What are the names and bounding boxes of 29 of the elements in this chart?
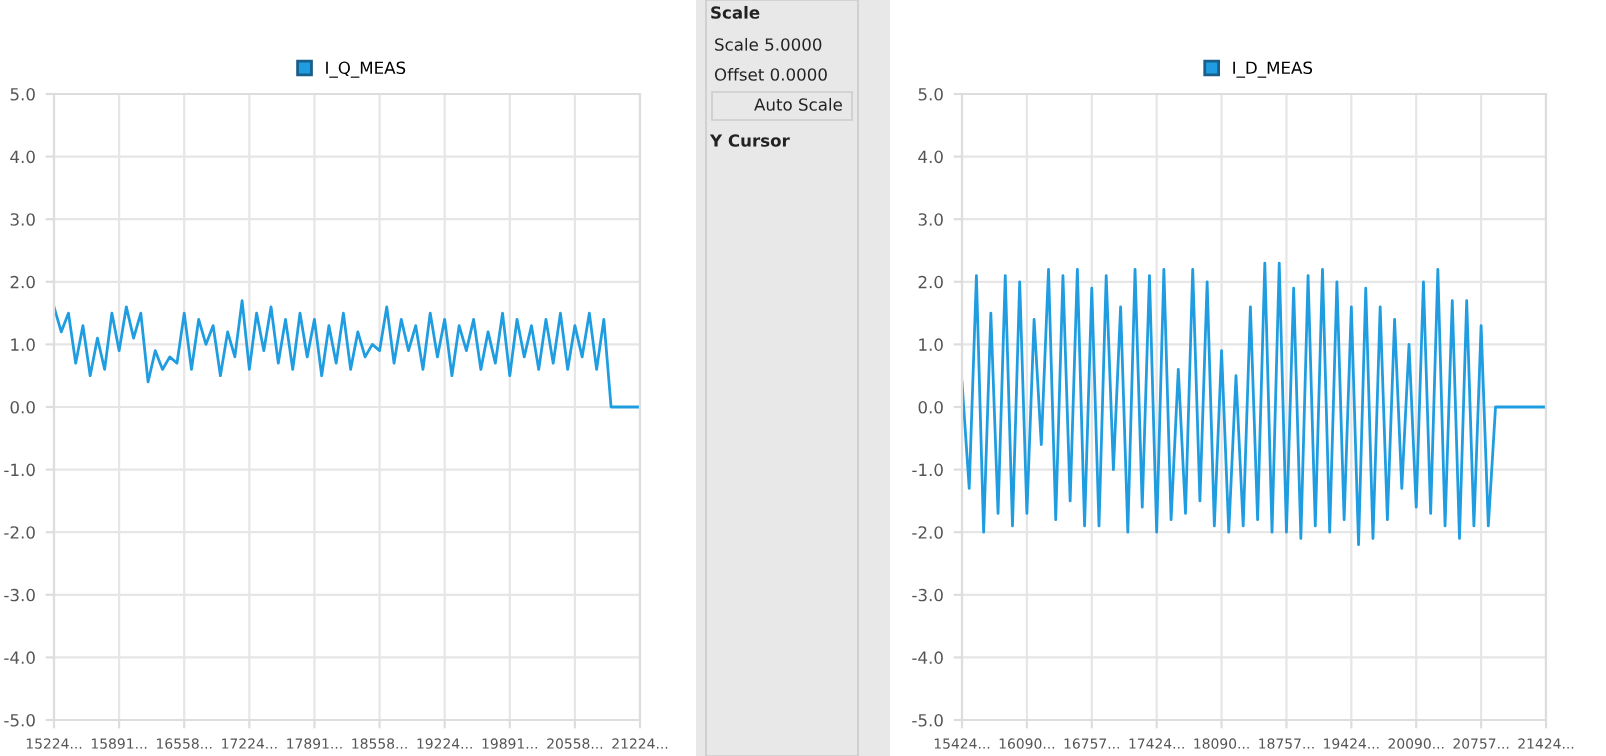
y-tick-label: 4.0	[10, 150, 35, 164]
legend-label: I_Q_MEAS	[326, 61, 406, 78]
y-tick-label: 1.0	[11, 338, 35, 351]
text: Auto Scale	[754, 97, 842, 111]
y-tick-label: 2.0	[10, 275, 35, 289]
y-tick-label: 3.0	[918, 213, 943, 226]
y-tick-label: -1.0	[4, 463, 35, 477]
text: Scale 5.0000	[715, 37, 822, 51]
y-tick-label: -3.0	[4, 588, 35, 602]
y-tick-label: -5.0	[912, 713, 943, 727]
y-tick-label: 0.0	[918, 400, 943, 414]
y-tick-label: 3.0	[10, 213, 35, 226]
y-tick-label: 0.0	[10, 400, 35, 414]
y-tick-label: -1.0	[912, 463, 943, 477]
y-tick-label: 5.0	[10, 87, 35, 101]
y-tick-label: -4.0	[912, 651, 943, 664]
y-tick-label: 1.0	[919, 338, 943, 351]
y-tick-label: 5.0	[918, 87, 943, 101]
y-tick-label: -4.0	[4, 651, 35, 664]
text: Offset 0.0000	[714, 67, 827, 81]
y-tick-label: -5.0	[4, 713, 35, 727]
y-tick-label: -2.0	[4, 526, 35, 539]
text: Y Cursor	[709, 134, 790, 147]
y-tick-label: -3.0	[912, 588, 943, 602]
text: Scale	[711, 5, 760, 19]
y-tick-label: -2.0	[912, 526, 943, 539]
y-tick-label: 4.0	[918, 150, 943, 164]
y-tick-label: 2.0	[918, 275, 943, 289]
legend-label: I_D_MEAS	[1233, 61, 1313, 78]
